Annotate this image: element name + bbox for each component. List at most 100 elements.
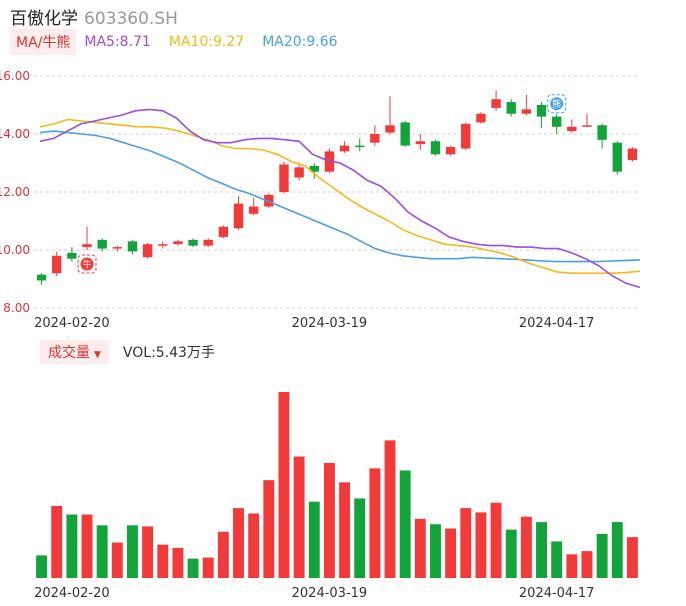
- stock-title: 百傲化学 603360.SH: [10, 4, 178, 29]
- candle-body: [158, 244, 168, 246]
- x-tick-label: 2024-03-19: [292, 316, 368, 331]
- candle-body: [400, 122, 410, 146]
- candle-body: [430, 141, 441, 155]
- candle-body: [415, 141, 426, 145]
- candle-body: [521, 109, 532, 114]
- volume-bar: [217, 531, 229, 578]
- volume-bar: [339, 482, 351, 578]
- volume-bar: [430, 524, 441, 578]
- volume-bar: [384, 440, 396, 578]
- volume-bar: [36, 555, 48, 578]
- candle-body: [82, 244, 92, 248]
- ma5-line: [39, 108, 641, 289]
- ma-legend: MA/牛熊 MA5:8.71 MA10:9.27 MA20:9.66: [10, 29, 356, 55]
- volume-bar: [536, 522, 547, 578]
- candle-body: [233, 203, 244, 229]
- candle-body: [294, 167, 304, 178]
- stock-name: 百傲化学: [10, 9, 78, 29]
- volume-bar: [111, 542, 123, 578]
- ma5-value: MA5:8.71: [84, 34, 151, 50]
- volume-bar: [551, 541, 563, 578]
- volume-value: VOL:5.43万手: [122, 345, 215, 361]
- ma20-value: MA20:9.66: [262, 34, 338, 50]
- candle-body: [339, 145, 350, 152]
- candle-body: [248, 206, 259, 214]
- volume-bar: [278, 392, 290, 578]
- volume-bar: [202, 557, 214, 578]
- marker-frame: [77, 254, 97, 274]
- volume-bar: [566, 554, 578, 578]
- marker-badge-icon: [550, 97, 564, 111]
- volume-bar: [157, 544, 169, 578]
- volume-bar: [414, 518, 426, 578]
- y-tick-label: 14.00: [0, 127, 30, 141]
- volume-bar: [520, 516, 532, 578]
- volume-x-tick-label: 2024-03-19: [292, 586, 368, 601]
- volume-bar: [626, 537, 638, 578]
- volume-bar: [81, 514, 93, 578]
- volume-bar: [475, 512, 487, 578]
- volume-bar: [142, 526, 154, 578]
- marker-badge-icon: [80, 257, 94, 271]
- candle-body: [218, 226, 229, 237]
- volume-bar: [369, 468, 381, 578]
- y-tick-label: 16.00: [0, 69, 30, 83]
- candle-body: [445, 147, 456, 155]
- candle-body: [309, 165, 319, 172]
- candle-body: [173, 241, 183, 245]
- y-tick-label: 10.00: [0, 243, 30, 257]
- candle-body: [52, 255, 62, 274]
- candle-body: [582, 125, 592, 127]
- candle-body: [355, 145, 365, 148]
- candle-body: [461, 123, 471, 149]
- volume-bar: [263, 480, 275, 578]
- stock-code: 603360.SH: [84, 9, 178, 29]
- volume-bar: [293, 456, 305, 578]
- candle-body: [612, 142, 622, 172]
- volume-bar: [581, 551, 593, 578]
- volume-bar: [445, 528, 457, 578]
- volume-bar: [233, 508, 244, 578]
- candle-body: [551, 116, 562, 127]
- volume-bar: [96, 525, 108, 578]
- candle-body: [385, 125, 395, 133]
- marker-label: 熊: [552, 98, 561, 110]
- candle-body: [127, 241, 138, 252]
- volume-bar: [399, 470, 411, 578]
- candle-body: [188, 239, 198, 246]
- y-tick-label: 8.00: [3, 301, 30, 315]
- volume-bar: [460, 508, 472, 578]
- volume-bar: [505, 529, 517, 578]
- ma10-line: [39, 118, 641, 275]
- marker-frame: [547, 94, 567, 114]
- candle-body: [264, 194, 274, 207]
- candle-body: [67, 252, 77, 259]
- volume-toggle-tag[interactable]: 成交量 ▼: [40, 340, 109, 364]
- volume-bar: [611, 522, 623, 578]
- candle-body: [370, 134, 380, 143]
- volume-bar: [187, 558, 199, 578]
- candle-body: [36, 274, 47, 281]
- marker-label: 牛: [83, 259, 92, 271]
- caret-down-icon: ▼: [94, 350, 101, 360]
- candle-body: [506, 102, 516, 114]
- candle-body: [476, 113, 486, 123]
- candle-body: [203, 239, 213, 246]
- volume-bar: [596, 533, 608, 578]
- volume-bar: [248, 513, 260, 578]
- y-tick-label: 12.00: [0, 185, 30, 199]
- volume-bar: [354, 498, 366, 578]
- volume-x-tick-label: 2024-04-17: [519, 586, 595, 601]
- candle-body: [279, 164, 289, 192]
- volume-tag-label: 成交量: [48, 345, 90, 361]
- volume-bar: [490, 502, 502, 578]
- volume-bar: [66, 514, 78, 578]
- ma20-line: [39, 130, 641, 263]
- volume-x-tick-label: 2024-02-20: [34, 586, 110, 601]
- x-tick-label: 2024-04-17: [519, 316, 595, 331]
- ma-toggle-tag[interactable]: MA/牛熊: [10, 29, 77, 55]
- candle-body: [142, 244, 153, 258]
- ma10-value: MA10:9.27: [168, 34, 245, 50]
- volume-bar: [127, 525, 138, 578]
